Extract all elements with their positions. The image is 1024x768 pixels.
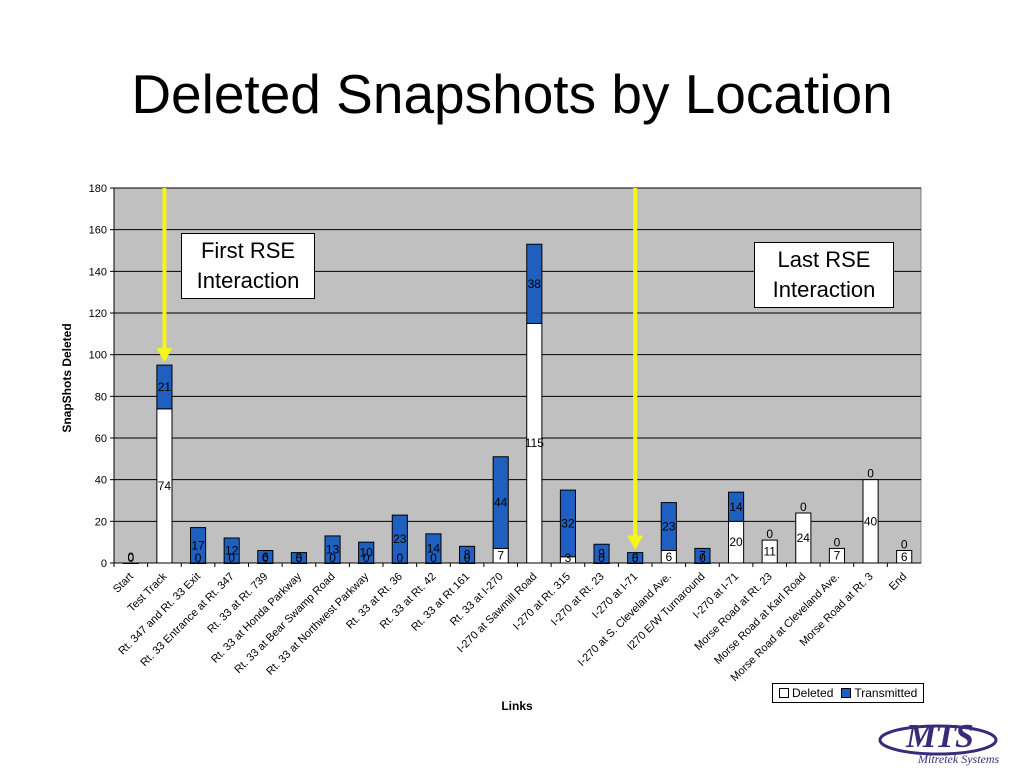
data-label-transmitted: 9 xyxy=(598,547,605,561)
x-tick-label: Rt. 33 at Rt 161 xyxy=(409,571,472,634)
legend-swatch-deleted xyxy=(779,688,789,698)
data-label-transmitted: 44 xyxy=(494,496,508,510)
legend-item-deleted: Deleted xyxy=(779,686,833,700)
data-label-deleted: 0 xyxy=(296,551,303,565)
data-label-transmitted: 0 xyxy=(127,550,134,564)
data-label-transmitted: 5 xyxy=(296,551,303,565)
logo-subtitle: Mitretek Systems xyxy=(918,752,1000,766)
data-label-deleted: 0 xyxy=(396,551,403,565)
data-label-transmitted: 21 xyxy=(158,380,172,394)
data-label-transmitted: 5 xyxy=(632,551,639,565)
logo-text: MTS xyxy=(906,718,974,755)
data-label-transmitted: 7 xyxy=(699,549,706,563)
data-label-deleted: 11 xyxy=(763,545,776,559)
legend-swatch-transmitted xyxy=(841,688,852,698)
data-label-deleted: 0 xyxy=(598,551,605,565)
x-tick-label: Rt. 33 at Rt. 739 xyxy=(205,571,270,636)
data-label-deleted: 0 xyxy=(195,551,202,565)
legend-label-deleted: Deleted xyxy=(792,686,834,700)
x-tick-label: Start xyxy=(111,571,136,596)
y-tick-label: 100 xyxy=(89,350,107,362)
data-label-deleted: 74 xyxy=(158,479,172,493)
data-label-deleted: 0 xyxy=(228,551,235,565)
logo-swoosh-icon xyxy=(878,724,998,756)
bar-transmitted xyxy=(492,456,509,549)
y-tick-label: 120 xyxy=(89,308,107,320)
data-label-transmitted: 10 xyxy=(360,546,374,560)
data-label-transmitted: 0 xyxy=(766,527,773,541)
chart-legend: Deleted Transmitted xyxy=(772,683,925,703)
data-label-transmitted: 0 xyxy=(834,535,841,549)
data-label-transmitted: 17 xyxy=(191,538,205,552)
data-label-transmitted: 0 xyxy=(800,500,807,514)
y-tick-label: 60 xyxy=(95,433,107,445)
y-tick-label: 140 xyxy=(89,266,107,278)
data-label-deleted: 7 xyxy=(497,549,504,563)
x-axis-title: Links xyxy=(501,699,533,713)
data-label-deleted: 0 xyxy=(699,551,706,565)
y-tick-label: 180 xyxy=(89,183,107,195)
y-tick-label: 160 xyxy=(89,225,107,237)
data-label-deleted: 6 xyxy=(665,550,672,564)
y-tick-label: 80 xyxy=(95,391,107,403)
y-tick-label: 40 xyxy=(95,475,107,487)
data-label-deleted: 7 xyxy=(834,549,841,563)
mts-logo: MTS Mitretek Systems xyxy=(876,718,1016,766)
data-label-transmitted: 8 xyxy=(464,548,471,562)
annotation-arrow-head xyxy=(627,535,644,550)
data-label-deleted: 6 xyxy=(901,550,908,564)
x-tick-label: End xyxy=(887,571,909,593)
bar-transmitted xyxy=(727,491,745,522)
bar-transmitted xyxy=(660,502,677,552)
data-label-transmitted: 12 xyxy=(225,544,239,558)
slide-title: Deleted Snapshots by Location xyxy=(131,63,893,125)
y-tick-label: 20 xyxy=(95,516,107,528)
data-label-transmitted: 0 xyxy=(867,467,874,481)
data-label-deleted: 0 xyxy=(262,551,269,565)
y-tick-label: 0 xyxy=(101,558,107,570)
data-label-deleted: 40 xyxy=(864,514,878,528)
data-label-transmitted: 14 xyxy=(427,541,441,555)
first-rse-callout: First RSE Interaction xyxy=(181,233,315,299)
legend-item-transmitted: Transmitted xyxy=(841,686,917,700)
bar-transmitted xyxy=(559,489,577,558)
data-label-deleted: 0 xyxy=(363,551,370,565)
data-label-deleted: 0 xyxy=(464,551,471,565)
y-axis-title: SnapShots Deleted xyxy=(60,323,74,432)
data-label-deleted: 0 xyxy=(632,551,639,565)
data-label-deleted: 115 xyxy=(525,436,544,450)
data-label-transmitted: 38 xyxy=(528,277,542,291)
bar-transmitted xyxy=(526,243,543,324)
data-label-deleted: 3 xyxy=(565,551,572,565)
data-label-transmitted: 14 xyxy=(729,500,743,514)
data-label-deleted: 0 xyxy=(430,551,437,565)
data-label-deleted: 24 xyxy=(797,531,811,545)
data-label-transmitted: 6 xyxy=(262,550,269,564)
data-label-deleted: 20 xyxy=(729,535,743,549)
data-label-transmitted: 32 xyxy=(561,516,575,530)
data-label-transmitted: 23 xyxy=(393,532,407,546)
annotation-arrow-head xyxy=(156,348,173,363)
data-label-transmitted: 0 xyxy=(901,538,908,552)
bar-transmitted xyxy=(156,364,173,410)
last-rse-callout: Last RSE Interaction xyxy=(754,242,894,308)
data-label-transmitted: 23 xyxy=(662,520,676,534)
data-label-deleted: 0 xyxy=(127,551,134,565)
data-label-deleted: 0 xyxy=(329,551,336,565)
legend-label-transmitted: Transmitted xyxy=(854,686,918,700)
data-label-transmitted: 13 xyxy=(326,542,340,556)
